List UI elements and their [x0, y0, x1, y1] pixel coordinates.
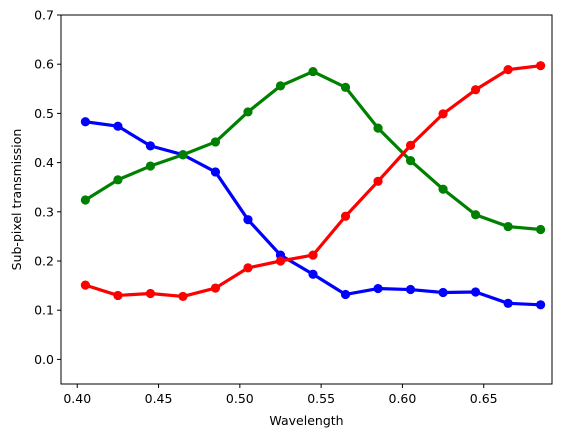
data-point	[503, 221, 513, 232]
y-tick-label: 0.4	[34, 155, 54, 170]
data-point	[178, 150, 188, 160]
data-point	[536, 224, 546, 235]
data-point	[308, 66, 318, 77]
x-axis: 0.40 0.45 0.50 0.55 0.60 0.65	[63, 384, 498, 406]
series-line	[84, 64, 541, 299]
data-point	[503, 65, 513, 75]
x-tick-label: 0.50	[226, 391, 254, 406]
data-point	[80, 195, 90, 205]
data-point	[308, 250, 318, 260]
y-axis-label: Sub-pixel transmission	[9, 129, 24, 271]
data-point	[340, 289, 351, 300]
y-tick-label: 0.1	[34, 303, 54, 318]
data-point	[210, 283, 221, 293]
x-tick-label: 0.45	[145, 391, 173, 406]
y-tick-label: 0.3	[34, 204, 54, 219]
series-line	[84, 69, 541, 232]
data-point	[373, 176, 383, 186]
data-point	[405, 156, 416, 166]
data-point	[373, 283, 383, 294]
data-point	[210, 137, 221, 147]
data-point	[275, 256, 286, 266]
data-point	[275, 81, 286, 91]
data-point	[536, 61, 546, 71]
data-point	[80, 117, 90, 127]
data-point	[340, 82, 351, 92]
data-point	[340, 211, 351, 221]
x-tick-label: 0.65	[470, 391, 498, 406]
data-point	[145, 141, 156, 151]
y-tick-label: 0.6	[34, 57, 54, 72]
data-point	[178, 291, 188, 302]
y-tick-label: 0.5	[34, 106, 54, 121]
data-point	[470, 210, 481, 220]
series-2	[80, 61, 546, 302]
data-point	[243, 107, 253, 117]
data-point	[503, 298, 513, 308]
data-point	[113, 121, 123, 131]
y-tick-label: 0.7	[34, 8, 54, 23]
series-1	[80, 66, 546, 235]
data-point	[470, 287, 481, 297]
y-tick-label: 0.2	[34, 254, 54, 269]
data-point	[243, 215, 253, 225]
plot-series-layer	[80, 61, 546, 310]
x-tick-label: 0.60	[389, 391, 417, 406]
x-tick-label: 0.40	[63, 391, 91, 406]
data-point	[308, 269, 318, 279]
y-tick-label: 0.0	[34, 352, 54, 367]
data-point	[405, 284, 416, 295]
data-point	[373, 123, 383, 133]
data-point	[80, 280, 90, 290]
data-point	[470, 85, 481, 95]
data-point	[438, 287, 448, 298]
data-point	[113, 175, 123, 185]
data-point	[536, 300, 546, 310]
plot-frame	[60, 14, 553, 385]
data-point	[438, 109, 448, 119]
data-point	[243, 263, 253, 273]
data-point	[145, 288, 156, 299]
data-point	[113, 290, 123, 301]
data-point	[405, 140, 416, 150]
data-point	[438, 184, 448, 194]
x-tick-label: 0.55	[307, 391, 335, 406]
data-point	[145, 161, 156, 171]
data-point	[210, 167, 221, 177]
x-axis-label: Wavelength	[269, 413, 343, 428]
y-axis: 0.0 0.1 0.2 0.3 0.4 0.5 0.6 0.7	[34, 8, 61, 367]
